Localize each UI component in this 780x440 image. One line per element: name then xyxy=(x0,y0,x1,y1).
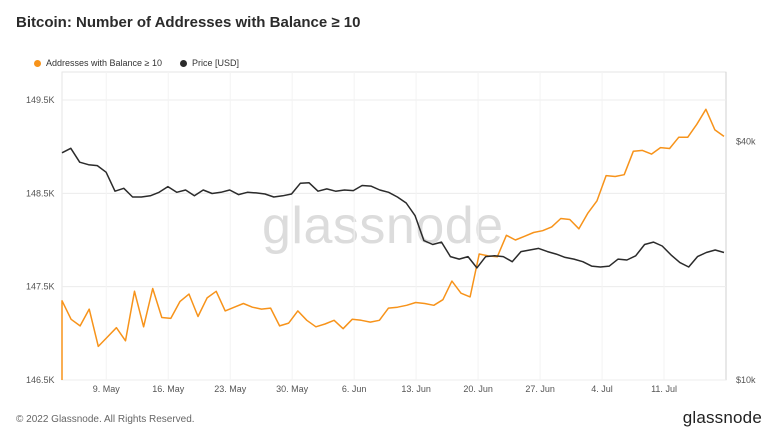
plot-area xyxy=(61,71,727,381)
y-right-tick-label: $10k xyxy=(736,375,756,385)
legend: Addresses with Balance ≥ 10 Price [USD] xyxy=(34,58,239,68)
legend-item-price[interactable]: Price [USD] xyxy=(180,58,239,68)
legend-label-price: Price [USD] xyxy=(192,58,240,68)
legend-item-addresses[interactable]: Addresses with Balance ≥ 10 xyxy=(34,58,162,68)
x-tick-label: 9. May xyxy=(93,384,121,394)
legend-dot-price xyxy=(180,59,188,67)
y-left-tick-label: 147.5K xyxy=(26,282,55,292)
x-tick-label: 27. Jun xyxy=(525,384,555,394)
footer-copyright: © 2022 Glassnode. All Rights Reserved. xyxy=(16,414,195,425)
y-left-tick-label: 146.5K xyxy=(26,375,55,385)
x-tick-label: 20. Jun xyxy=(463,384,493,394)
y-left-tick-label: 149.5K xyxy=(26,95,55,105)
series-line-price xyxy=(61,147,725,269)
legend-dot-addresses xyxy=(34,59,41,67)
chart-title: Bitcoin: Number of Addresses with Balanc… xyxy=(16,14,361,31)
legend-label-addresses: Addresses with Balance ≥ 10 xyxy=(46,58,163,68)
x-tick-label: 30. May xyxy=(276,384,309,394)
y-right-tick-label: $40k xyxy=(736,137,756,147)
x-tick-label: 16. May xyxy=(152,384,185,394)
x-tick-label: 4. Jul xyxy=(591,384,613,394)
x-tick-label: 23. May xyxy=(214,384,247,394)
x-tick-label: 13. Jun xyxy=(401,384,431,394)
x-tick-label: 6. Jun xyxy=(342,384,367,394)
y-left-tick-label: 148.5K xyxy=(26,188,55,198)
footer-logo: glassnode xyxy=(682,408,762,427)
series-line-addresses xyxy=(61,108,725,380)
x-tick-label: 11. Jul xyxy=(651,384,677,394)
